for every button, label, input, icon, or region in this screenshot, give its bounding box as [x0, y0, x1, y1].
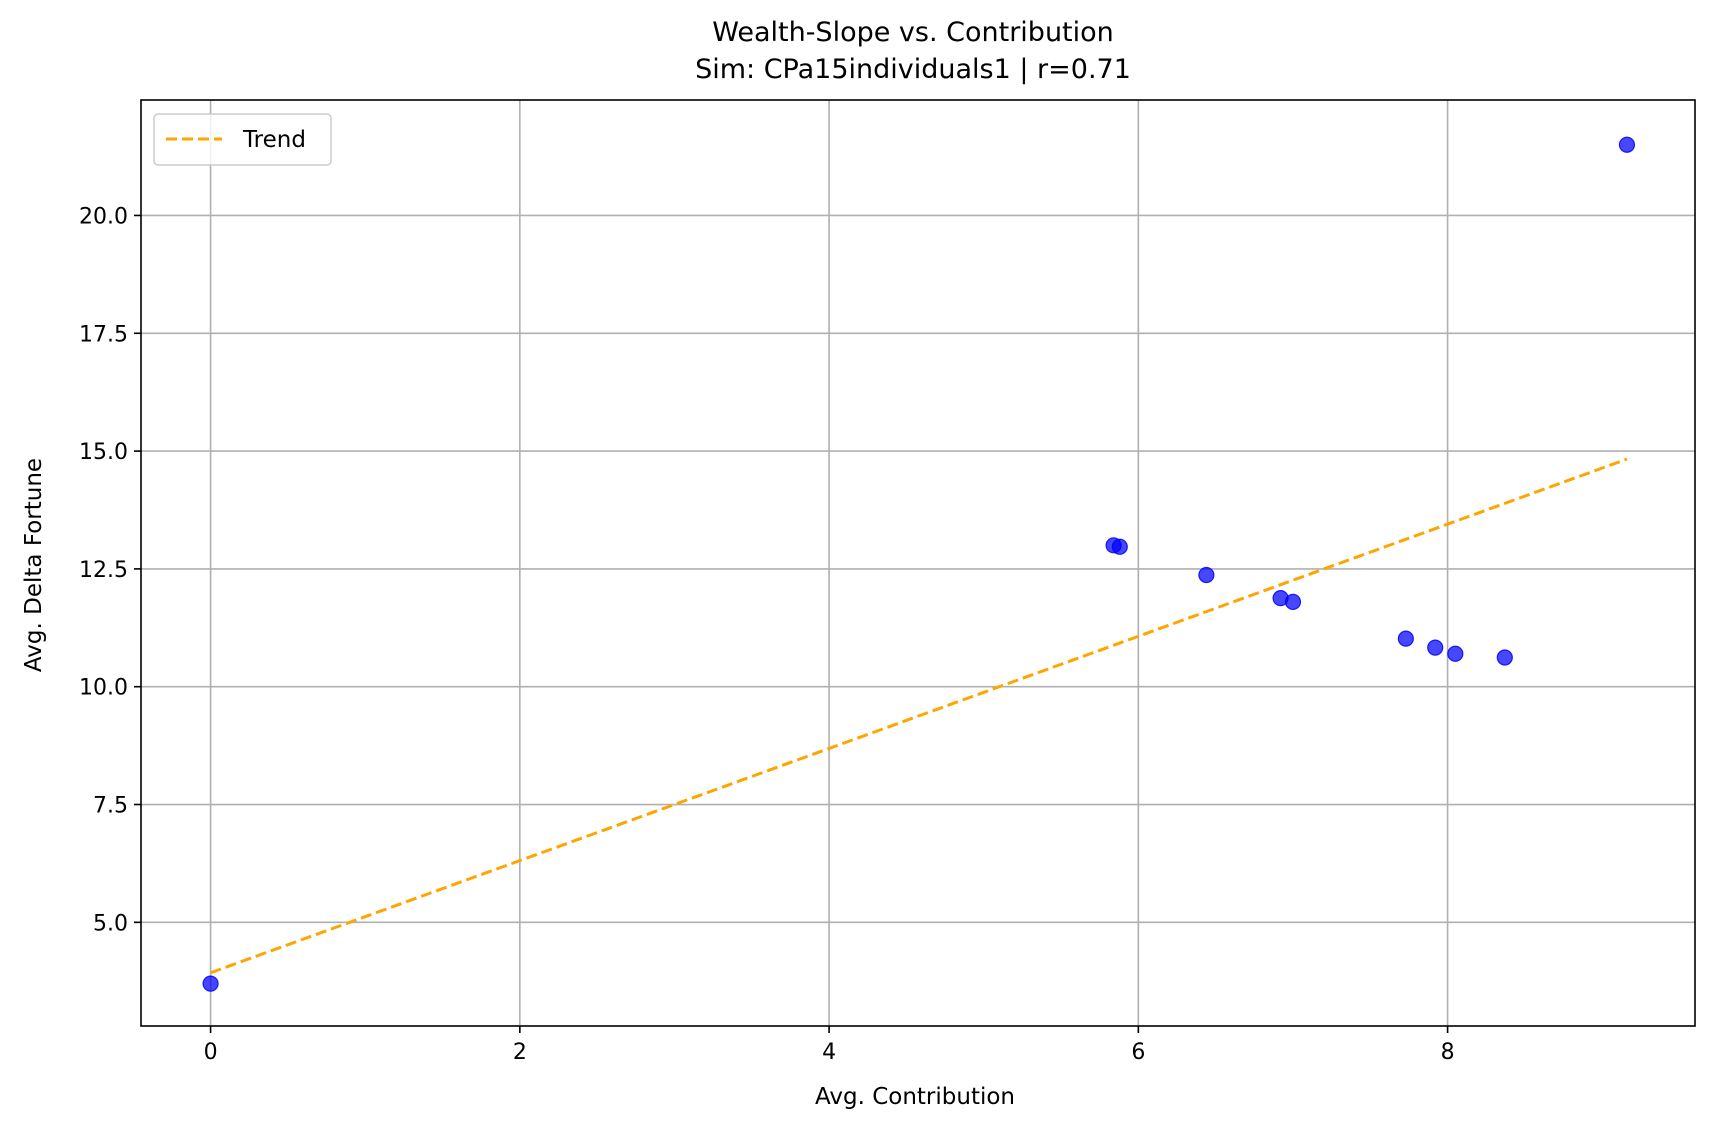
- data-point: [1618, 136, 1636, 153]
- data-point: [1397, 630, 1414, 647]
- legend-box: [153, 113, 332, 166]
- plot-area-frame: [140, 99, 1696, 1027]
- y-tick-label: 17.5: [79, 322, 128, 347]
- data-point: [1284, 593, 1302, 610]
- data-point: [1447, 645, 1464, 662]
- x-tick-label: 4: [822, 1040, 836, 1065]
- y-tick-label: 15.0: [79, 440, 128, 465]
- y-tick-label: 10.0: [79, 676, 128, 701]
- y-tick-label: 12.5: [79, 558, 128, 583]
- grid: [141, 100, 1695, 1026]
- y-tick-label: 7.5: [93, 794, 128, 819]
- data-point: [1427, 639, 1444, 656]
- trend-line: [210, 457, 1628, 975]
- chart-title: Wealth-Slope vs. Contribution: [712, 17, 1114, 48]
- y-tick-label: 20.0: [79, 204, 128, 229]
- legend-trend-label: Trend: [242, 127, 306, 153]
- x-axis-ticks: 0 2 4 6 8: [204, 1026, 1455, 1065]
- legend: Trend: [153, 113, 332, 166]
- x-axis-label: Avg. Contribution: [815, 1084, 1015, 1110]
- data-point: [1111, 538, 1128, 555]
- y-tick-label: 5.0: [93, 911, 128, 936]
- x-tick-label: 6: [1131, 1040, 1145, 1065]
- y-axis-ticks: 5.0 7.5 10.0 12.5 15.0 17.5 20.0: [79, 204, 141, 936]
- data-point: [202, 975, 219, 992]
- data-point: [1496, 649, 1513, 666]
- data-points: [202, 136, 1636, 992]
- trend-line-group: [210, 457, 1628, 975]
- y-axis-label: Avg. Delta Fortune: [21, 458, 47, 672]
- data-point: [1198, 566, 1215, 584]
- chart-subtitle: Sim: CPa15individuals1 | r=0.71: [695, 54, 1131, 85]
- x-tick-label: 8: [1441, 1040, 1455, 1065]
- x-tick-label: 0: [204, 1040, 218, 1065]
- x-tick-label: 2: [513, 1040, 527, 1065]
